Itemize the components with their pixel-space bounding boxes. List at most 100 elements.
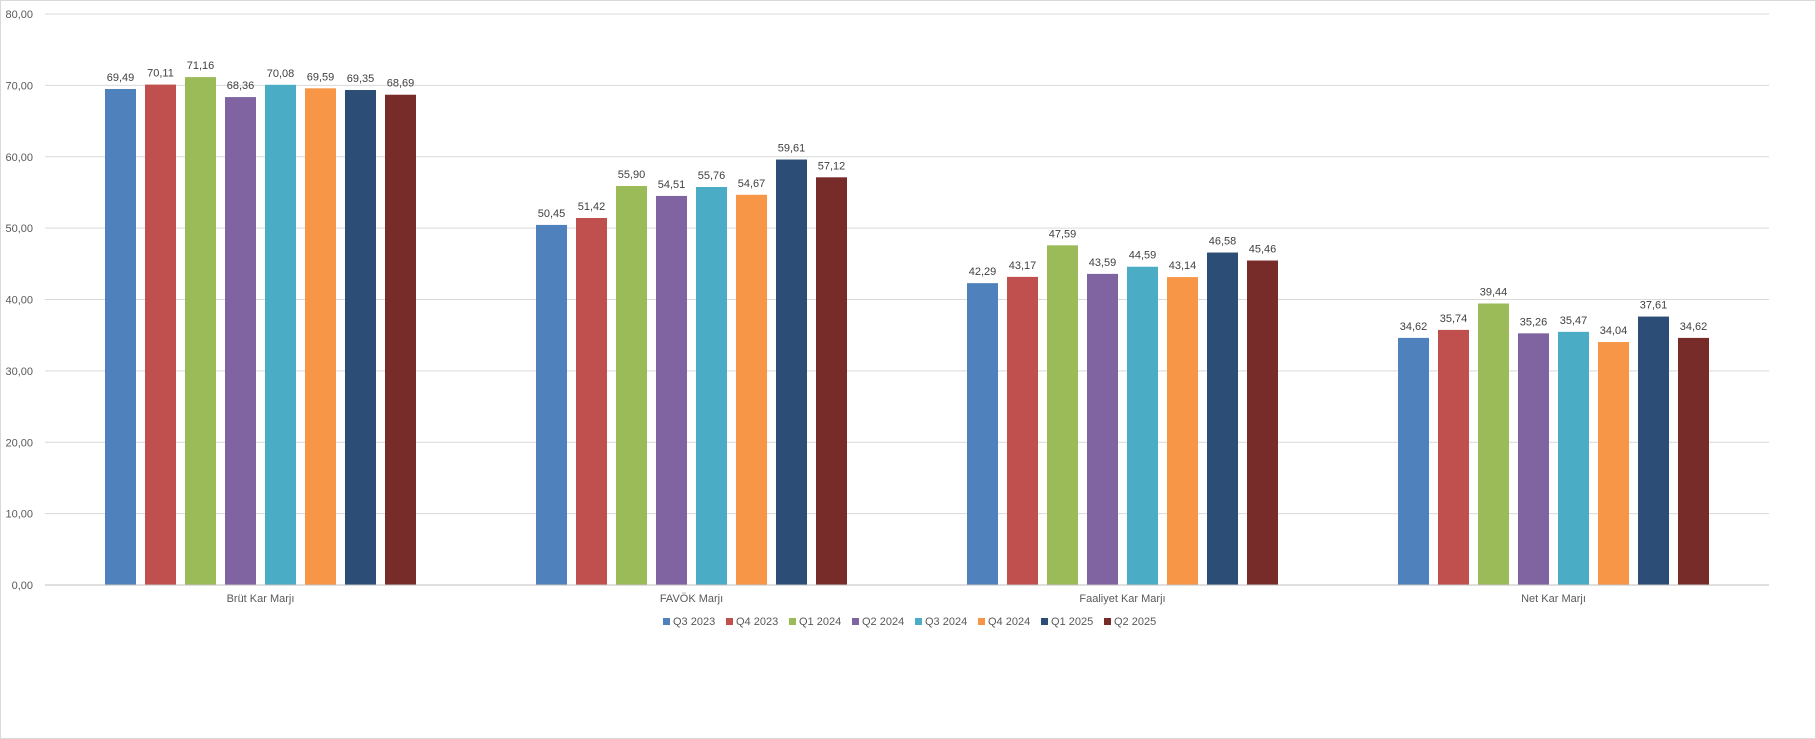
- bar: [816, 177, 847, 585]
- bar: [656, 195, 687, 585]
- data-label: 70,11: [147, 68, 174, 80]
- bar: [1598, 342, 1629, 585]
- data-label: 44,59: [1129, 250, 1157, 262]
- legend-label: Q1 2024: [799, 616, 841, 628]
- bar: [696, 187, 727, 585]
- bar: [1207, 252, 1238, 585]
- bar: [105, 89, 136, 585]
- data-label: 43,14: [1169, 260, 1197, 272]
- bar: [776, 159, 807, 585]
- data-label: 50,45: [538, 208, 566, 220]
- data-label: 59,61: [778, 143, 806, 155]
- bar: [1167, 277, 1198, 585]
- data-label: 46,58: [1209, 236, 1237, 248]
- data-label: 39,44: [1480, 286, 1508, 298]
- legend-label: Q4 2024: [988, 616, 1030, 628]
- bar: [1127, 266, 1158, 585]
- data-label: 34,62: [1680, 321, 1708, 333]
- y-tick-label: 50,00: [5, 223, 33, 235]
- y-axis-tick-labels: 0,00 10,00 20,00 30,00 40,00 50,00 60,00 70,00 8…: [5, 9, 33, 592]
- x-category-label: Brüt Kar Marjı: [227, 593, 295, 605]
- legend-swatch: [726, 618, 733, 625]
- legend-swatch: [1041, 618, 1048, 625]
- legend-swatch: [789, 618, 796, 625]
- bar: [345, 90, 376, 585]
- data-label: 37,61: [1640, 300, 1668, 312]
- legend-swatch: [978, 618, 985, 625]
- data-label: 54,51: [658, 179, 686, 191]
- y-tick-label: 60,00: [5, 152, 33, 164]
- bar: [225, 97, 256, 585]
- y-tick-label: 80,00: [5, 9, 33, 21]
- legend-swatch: [663, 618, 670, 625]
- data-label: 68,36: [227, 80, 255, 92]
- data-label: 69,59: [307, 71, 335, 83]
- legend-label: Q3 2024: [925, 616, 967, 628]
- data-label: 70,08: [267, 68, 295, 80]
- bar: [145, 84, 176, 585]
- bar: [1087, 273, 1118, 585]
- bar: [1638, 316, 1669, 585]
- data-label: 47,59: [1049, 228, 1077, 240]
- legend-label: Q2 2025: [1114, 616, 1156, 628]
- bar: [616, 186, 647, 586]
- y-tick-label: 40,00: [5, 295, 33, 307]
- data-label: 35,47: [1560, 315, 1588, 327]
- bar: [1678, 337, 1709, 585]
- bar: [1478, 303, 1509, 585]
- bar: [385, 94, 416, 585]
- data-label: 34,04: [1600, 325, 1628, 337]
- legend-swatch: [915, 618, 922, 625]
- data-label: 54,67: [738, 178, 766, 190]
- bars: [105, 77, 1709, 586]
- data-label: 42,29: [969, 266, 997, 278]
- bar: [967, 283, 998, 585]
- bar: [1047, 245, 1078, 586]
- bar: [1518, 333, 1549, 585]
- bar: [536, 224, 567, 585]
- data-label: 69,35: [347, 73, 375, 85]
- bar: [1247, 260, 1278, 585]
- bar: [305, 88, 336, 585]
- bar: [265, 84, 296, 585]
- data-label: 51,42: [578, 201, 606, 213]
- legend-label: Q1 2025: [1051, 616, 1093, 628]
- bar: [1007, 276, 1038, 585]
- data-label: 69,49: [107, 72, 135, 84]
- bar: [576, 217, 607, 585]
- data-label: 43,59: [1089, 257, 1117, 269]
- legend-swatch: [852, 618, 859, 625]
- bar: [185, 77, 216, 586]
- data-label: 57,12: [818, 160, 846, 172]
- bar: [1558, 331, 1589, 585]
- legend-swatch: [1104, 618, 1111, 625]
- legend-label: Q4 2023: [736, 616, 778, 628]
- data-label: 55,90: [618, 169, 646, 181]
- y-tick-label: 30,00: [5, 366, 33, 378]
- data-label: 55,76: [698, 170, 726, 182]
- bar: [736, 194, 767, 585]
- y-tick-label: 10,00: [5, 509, 33, 521]
- data-label: 45,46: [1249, 244, 1277, 256]
- legend: Q3 2023 Q4 2023 Q1 2024 Q2 2024 Q3 2024 Q4 20…: [663, 616, 1156, 628]
- data-labels: 69,49 70,11 71,16 68,36 70,08 69,59 69,35 68,69…: [107, 60, 1708, 337]
- x-category-label: Net Kar Marjı: [1521, 593, 1586, 605]
- x-axis: Brüt Kar Marjı FAVÖK Marjı Faaliyet Kar Ma…: [45, 584, 1769, 605]
- x-category-label: Faaliyet Kar Marjı: [1079, 593, 1165, 605]
- y-tick-label: 20,00: [5, 437, 33, 449]
- x-category-label: FAVÖK Marjı: [660, 593, 723, 605]
- data-label: 71,16: [187, 60, 215, 72]
- data-label: 34,62: [1400, 321, 1428, 333]
- data-label: 35,26: [1520, 316, 1548, 328]
- data-label: 68,69: [387, 78, 415, 90]
- legend-label: Q2 2024: [862, 616, 904, 628]
- gridlines: [45, 13, 1769, 515]
- bar: [1438, 329, 1469, 585]
- y-tick-label: 0,00: [12, 580, 33, 592]
- y-tick-label: 70,00: [5, 80, 33, 92]
- data-label: 43,17: [1009, 260, 1037, 272]
- legend-label: Q3 2023: [673, 616, 715, 628]
- bar: [1398, 337, 1429, 585]
